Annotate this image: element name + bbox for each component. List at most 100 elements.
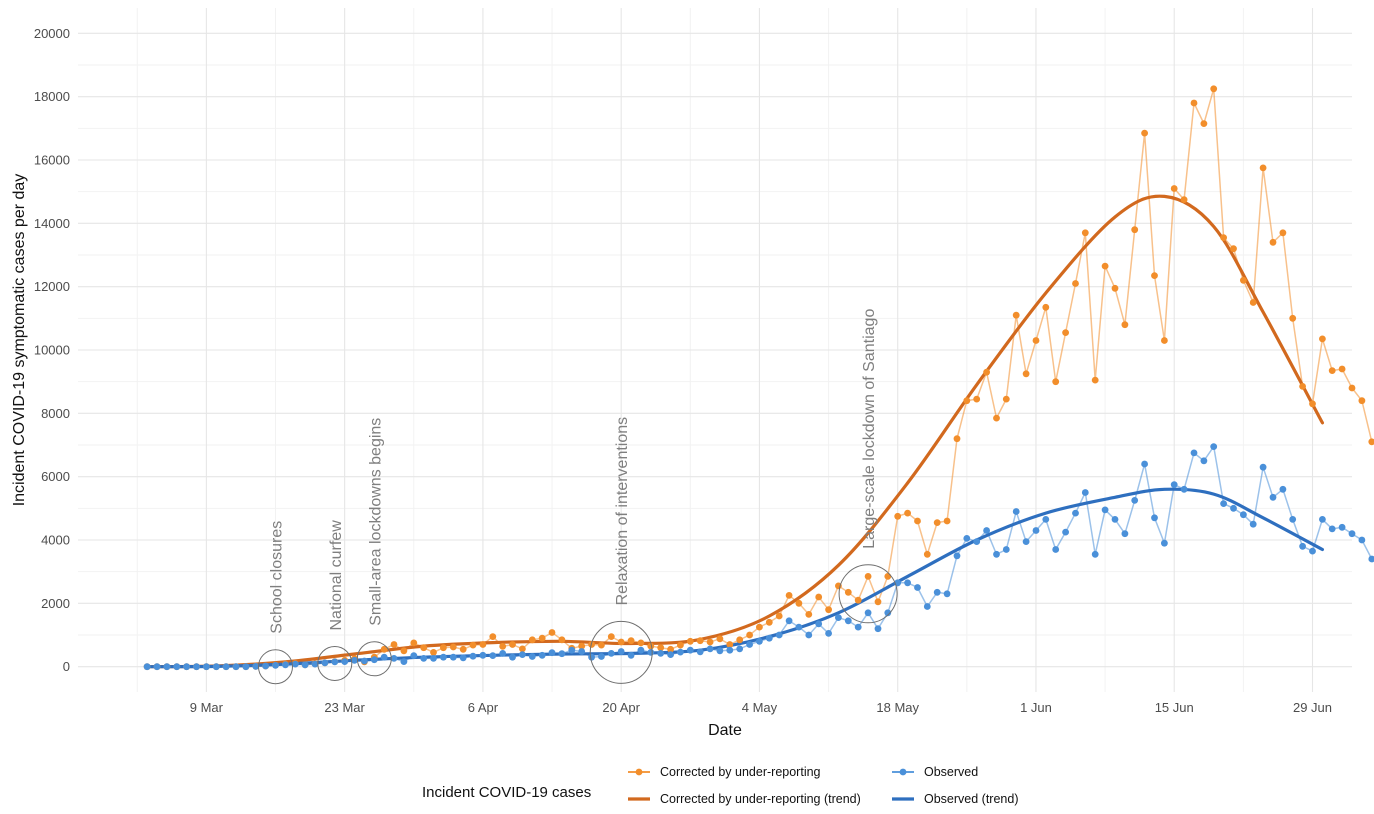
observed-series-point	[973, 538, 981, 545]
legend-title: Incident COVID-19 cases	[422, 784, 591, 801]
observed-series-point	[657, 650, 665, 657]
corrected-series-point	[1002, 395, 1010, 403]
observed-series-point	[390, 655, 398, 662]
y-tick-label: 0	[63, 659, 70, 674]
observed-series-point	[440, 653, 447, 661]
observed-series-point	[232, 663, 240, 671]
observed-series-point	[1368, 555, 1374, 563]
x-tick-label: 18 May	[876, 700, 919, 715]
corrected-series-point	[538, 634, 546, 642]
corrected-series-point	[805, 611, 813, 618]
observed-series-point	[686, 646, 694, 654]
corrected-series-point	[923, 550, 931, 558]
corrected-series-point	[1190, 99, 1198, 107]
observed-series-point	[1328, 525, 1336, 533]
observed-series-point	[1161, 539, 1168, 547]
corrected-series-point	[953, 435, 961, 443]
corrected-series-point	[410, 639, 418, 647]
observed-series-point	[1151, 514, 1158, 522]
x-tick-label: 6 Apr	[468, 700, 499, 715]
observed-series-point	[1220, 500, 1227, 507]
observed-series-point	[538, 651, 546, 659]
corrected-series-point	[795, 599, 803, 607]
corrected-series-point	[993, 414, 1000, 422]
legend-observed-label: Observed	[924, 765, 978, 779]
corrected-series-point	[1052, 378, 1060, 386]
corrected-series-point	[1200, 120, 1208, 127]
observed-series-point	[795, 623, 803, 631]
observed-series-point	[815, 620, 823, 628]
corrected-series-point	[1072, 280, 1079, 287]
observed-series-point	[203, 663, 210, 671]
observed-series-point	[854, 623, 862, 631]
corrected-series-point	[1368, 438, 1374, 446]
x-tick-label: 1 Jun	[1020, 700, 1052, 715]
corrected-series-point	[973, 395, 981, 403]
observed-series-point	[361, 657, 368, 665]
observed-series-point	[1091, 550, 1099, 558]
observed-series-point	[1289, 516, 1297, 523]
observed-series-point	[627, 651, 635, 659]
observed-series-point	[163, 663, 171, 671]
observed-series-point	[1072, 509, 1079, 517]
corrected-series-point	[874, 598, 882, 606]
observed-series-point	[449, 653, 457, 661]
observed-series-point	[716, 647, 724, 655]
observed-series-point	[736, 645, 744, 653]
annotation-circle	[317, 646, 353, 681]
observed-series-point	[351, 656, 358, 664]
observed-series-point	[677, 648, 684, 656]
observed-series-point	[598, 653, 605, 660]
corrected-series-point	[1328, 367, 1336, 374]
observed-series-point	[1299, 542, 1306, 550]
observed-series-point	[499, 650, 507, 657]
observed-series-point	[1002, 546, 1010, 553]
observed-series-point	[607, 650, 615, 657]
corrected-series-point	[1319, 335, 1326, 343]
observed-series-point	[617, 648, 625, 655]
observed-series-point	[272, 662, 279, 669]
observed-series-point	[1062, 528, 1069, 536]
corrected-series-point	[1230, 245, 1237, 253]
corrected-series-point	[825, 606, 832, 614]
corrected-series-point	[765, 618, 773, 626]
x-tick-label: 9 Mar	[190, 700, 224, 715]
corrected-series-point	[607, 633, 615, 640]
corrected-series-point	[706, 638, 714, 646]
corrected-series-point	[449, 643, 457, 651]
corrected-series-point	[1299, 383, 1306, 390]
observed-series-point	[933, 588, 941, 596]
corrected-series-point	[1022, 370, 1030, 378]
corrected-series-point	[1240, 276, 1247, 284]
observed-series-point	[1190, 449, 1198, 457]
corrected-series-point	[1348, 384, 1356, 392]
observed-series-point	[1200, 457, 1208, 465]
observed-series-point	[430, 655, 437, 662]
observed-series-point	[370, 656, 378, 664]
observed-series-point	[756, 637, 763, 645]
corrected-series-point	[1180, 196, 1188, 204]
grid-major	[78, 8, 1352, 692]
observed-series-point	[479, 651, 487, 659]
observed-series-point	[706, 645, 714, 653]
x-tick-label: 4 May	[742, 700, 778, 715]
observed-series-point	[1338, 523, 1346, 531]
corrected-series-point	[528, 636, 536, 644]
observed-series-point	[775, 631, 783, 639]
corrected-series-point	[736, 636, 744, 644]
observed-series-point	[262, 662, 269, 670]
corrected-series-point	[509, 641, 516, 648]
observed-series-point	[1210, 443, 1218, 450]
observed-series-point	[746, 641, 753, 648]
observed-series-point	[143, 663, 151, 671]
y-tick-label: 10000	[34, 343, 70, 358]
observed-series-point	[637, 646, 645, 654]
y-axis-ticks: 0 2000 4000 6000 8000 10000 12000 14000 16000 180…	[34, 26, 70, 674]
observed-series-point	[1269, 493, 1277, 501]
corrected-series-point	[1032, 337, 1040, 344]
corrected-series-point	[1141, 129, 1148, 137]
corrected-series-point	[558, 636, 566, 644]
corrected-series-point	[1289, 314, 1297, 322]
corrected-series-point	[598, 641, 605, 649]
observed-series-point	[301, 661, 309, 669]
